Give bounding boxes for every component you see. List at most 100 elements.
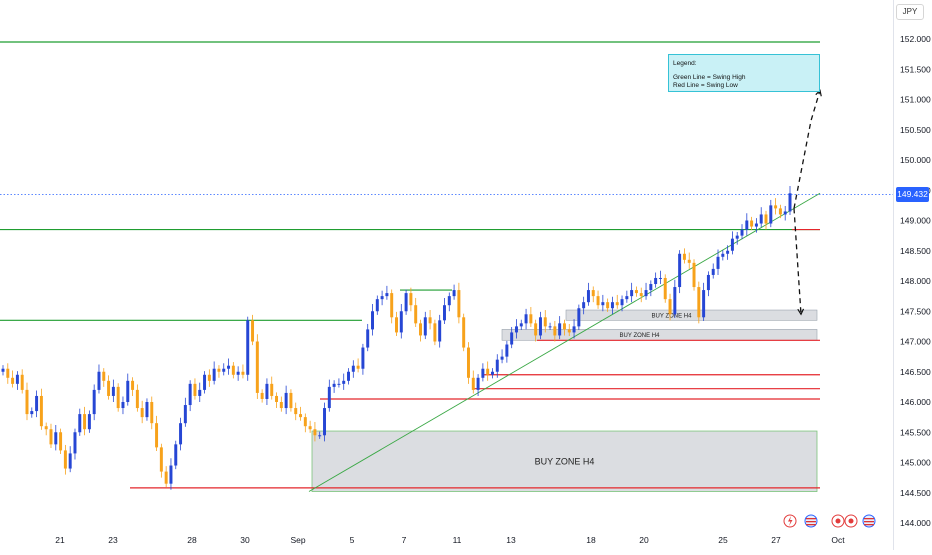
candle[interactable] — [678, 253, 682, 288]
candle[interactable] — [294, 408, 298, 415]
candle[interactable] — [327, 386, 331, 409]
candle[interactable] — [6, 368, 10, 378]
candle[interactable] — [716, 256, 720, 269]
candle[interactable] — [644, 290, 648, 297]
candle[interactable] — [591, 290, 595, 297]
candle[interactable] — [284, 392, 288, 409]
candle[interactable] — [145, 402, 149, 418]
candle[interactable] — [658, 277, 662, 279]
candle[interactable] — [39, 395, 43, 427]
candle[interactable] — [740, 229, 744, 236]
candle[interactable] — [236, 371, 240, 375]
candle[interactable] — [390, 293, 394, 318]
candle[interactable] — [625, 296, 629, 300]
candle[interactable] — [764, 214, 768, 224]
candle[interactable] — [361, 347, 365, 369]
candle[interactable] — [476, 377, 480, 390]
candle[interactable] — [63, 450, 67, 469]
candle[interactable] — [11, 377, 15, 384]
candle[interactable] — [486, 368, 490, 375]
candle[interactable] — [519, 323, 523, 327]
candle[interactable] — [639, 293, 643, 297]
candle[interactable] — [505, 344, 509, 357]
candle[interactable] — [586, 290, 590, 303]
candle[interactable] — [102, 371, 106, 381]
candle[interactable] — [428, 317, 432, 324]
candle[interactable] — [433, 323, 437, 342]
candle[interactable] — [615, 302, 619, 306]
event-icons[interactable] — [783, 514, 876, 528]
candle[interactable] — [452, 290, 456, 297]
candle[interactable] — [260, 392, 264, 399]
candle[interactable] — [303, 417, 307, 427]
candle[interactable] — [78, 414, 82, 433]
candle[interactable] — [73, 432, 77, 454]
candle[interactable] — [682, 253, 686, 260]
candle[interactable] — [553, 326, 557, 336]
candle[interactable] — [754, 223, 758, 227]
candle[interactable] — [634, 290, 638, 294]
candle[interactable] — [596, 296, 600, 306]
candle[interactable] — [462, 317, 466, 348]
candle[interactable] — [601, 302, 605, 306]
candle[interactable] — [203, 374, 207, 390]
candle[interactable] — [548, 326, 552, 328]
candle[interactable] — [97, 371, 101, 390]
candle[interactable] — [649, 284, 653, 291]
candle[interactable] — [20, 374, 24, 390]
candle[interactable] — [687, 259, 691, 263]
candle[interactable] — [702, 290, 706, 318]
candle[interactable] — [255, 341, 259, 393]
candle[interactable] — [735, 235, 739, 239]
candle[interactable] — [313, 429, 317, 436]
candle[interactable] — [711, 268, 715, 275]
candle[interactable] — [222, 368, 226, 372]
candle[interactable] — [279, 402, 283, 409]
candle[interactable] — [759, 214, 763, 224]
candle[interactable] — [630, 290, 634, 297]
candle[interactable] — [538, 317, 542, 336]
candle[interactable] — [150, 402, 154, 424]
candle[interactable] — [620, 299, 624, 306]
candle[interactable] — [692, 262, 696, 288]
candle[interactable] — [567, 329, 571, 333]
candle[interactable] — [783, 211, 787, 215]
candle[interactable] — [92, 389, 96, 415]
candle[interactable] — [289, 392, 293, 409]
candle[interactable] — [212, 368, 216, 381]
projection-path[interactable] — [793, 90, 821, 209]
candle[interactable] — [179, 423, 183, 445]
candle[interactable] — [15, 374, 19, 384]
candle[interactable] — [126, 380, 130, 402]
candle[interactable] — [543, 317, 547, 327]
trendline[interactable] — [308, 192, 821, 492]
candle[interactable] — [54, 432, 58, 445]
candle[interactable] — [87, 414, 91, 430]
candle[interactable] — [193, 383, 197, 396]
candle[interactable] — [721, 253, 725, 257]
candle[interactable] — [380, 296, 384, 300]
candle[interactable] — [107, 380, 111, 396]
candle[interactable] — [164, 471, 168, 484]
candle[interactable] — [318, 435, 322, 437]
candle[interactable] — [510, 332, 514, 345]
candle[interactable] — [207, 374, 211, 381]
candle[interactable] — [778, 208, 782, 215]
buy-zone-rect[interactable] — [501, 329, 818, 341]
candle[interactable] — [395, 317, 398, 333]
candle[interactable] — [750, 220, 754, 227]
candle[interactable] — [169, 465, 173, 484]
candle[interactable] — [1, 368, 5, 372]
candle[interactable] — [375, 299, 379, 312]
candle[interactable] — [774, 205, 778, 209]
candle[interactable] — [299, 414, 303, 418]
candle[interactable] — [514, 326, 518, 333]
candle[interactable] — [265, 383, 269, 399]
candle[interactable] — [270, 383, 274, 396]
candle[interactable] — [83, 414, 87, 430]
candle[interactable] — [121, 402, 125, 409]
candle[interactable] — [466, 347, 470, 378]
candle[interactable] — [577, 308, 581, 327]
candle[interactable] — [673, 287, 677, 315]
